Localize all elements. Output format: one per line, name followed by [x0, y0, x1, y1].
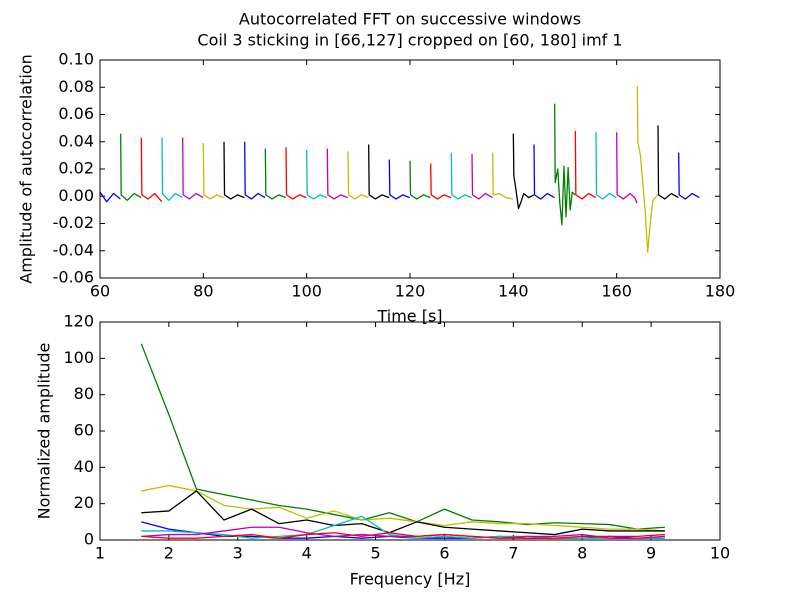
- plot-frame: [99, 59, 721, 279]
- series-line: [616, 132, 638, 204]
- series-line: [120, 133, 142, 201]
- x-tick-label: 60: [90, 282, 110, 301]
- y-tick-label: 0.08: [58, 77, 94, 96]
- series-line: [595, 132, 617, 200]
- x-tick-label: 100: [291, 282, 322, 301]
- x-tick-label: 8: [577, 544, 587, 563]
- y-tick-label: 0.06: [58, 104, 94, 123]
- x-tick-label: 180: [705, 282, 736, 301]
- y-tick-label: 0: [84, 530, 94, 549]
- series-line: [430, 163, 452, 200]
- series-line: [161, 137, 183, 201]
- series-line: [326, 148, 348, 200]
- x-tick-label: 6: [439, 544, 449, 563]
- series-line: [554, 103, 576, 226]
- y-tick-label: 0.10: [58, 50, 94, 69]
- y-tick-label: -0.02: [53, 213, 94, 232]
- series-line: [182, 137, 204, 200]
- x-tick-label: 4: [302, 544, 312, 563]
- series-line: [99, 191, 121, 203]
- series-line: [202, 143, 224, 200]
- y-tick-label: 120: [63, 312, 94, 331]
- series-line: [471, 154, 493, 200]
- series-line: [223, 141, 245, 200]
- x-tick-label: 9: [646, 544, 656, 563]
- x-axis-label: Time [s]: [376, 307, 442, 326]
- y-axis-label: Normalized amplitude: [35, 343, 54, 520]
- series-line: [388, 159, 410, 200]
- series-line: [244, 141, 266, 200]
- y-tick-label: 80: [74, 384, 94, 403]
- y-tick-label: 40: [74, 457, 94, 476]
- x-tick-label: 140: [498, 282, 529, 301]
- series-line: [533, 144, 555, 200]
- series-line: [678, 152, 700, 200]
- series-line: [264, 148, 286, 200]
- x-tick-label: 5: [370, 544, 380, 563]
- y-tick-label: 0.04: [58, 131, 94, 150]
- y-tick-label: 60: [74, 421, 94, 440]
- series-line: [368, 144, 390, 200]
- y-tick-label: 0.00: [58, 186, 94, 205]
- series-line: [492, 152, 514, 200]
- series-line: [141, 526, 665, 539]
- series-line: [574, 130, 597, 200]
- y-tick-label: -0.06: [53, 268, 94, 287]
- chart-subtitle: Coil 3 sticking in [66,127] cropped on […: [197, 31, 622, 50]
- x-tick-label: 80: [193, 282, 213, 301]
- series-line: [409, 160, 431, 200]
- series-line: [306, 149, 328, 200]
- x-tick-label: 160: [601, 282, 632, 301]
- y-tick-label: -0.04: [53, 240, 94, 259]
- y-tick-label: 0.02: [58, 159, 94, 178]
- x-tick-label: 7: [508, 544, 518, 563]
- series-line: [141, 532, 665, 539]
- series-line: [347, 151, 369, 200]
- y-tick-label: 100: [63, 348, 94, 367]
- x-tick-label: 2: [164, 544, 174, 563]
- series-line: [140, 137, 163, 203]
- series-line: [657, 125, 679, 200]
- series-line: [512, 133, 535, 210]
- series-line: [141, 490, 665, 536]
- x-tick-label: 120: [395, 282, 426, 301]
- x-tick-label: 1: [95, 544, 105, 563]
- series-line: [141, 484, 665, 532]
- plot-frame: [99, 321, 721, 541]
- y-tick-label: 20: [74, 493, 94, 512]
- x-tick-label: 10: [710, 544, 730, 563]
- series-line: [140, 343, 665, 530]
- y-axis-label: Amplitude of autocorrelation: [17, 54, 36, 283]
- series-line: [450, 152, 472, 200]
- x-tick-label: 3: [233, 544, 243, 563]
- series-line: [636, 85, 659, 253]
- series-line: [285, 147, 307, 200]
- chart-title: Autocorrelated FFT on successive windows: [239, 10, 581, 29]
- x-axis-label: Frequency [Hz]: [350, 570, 471, 589]
